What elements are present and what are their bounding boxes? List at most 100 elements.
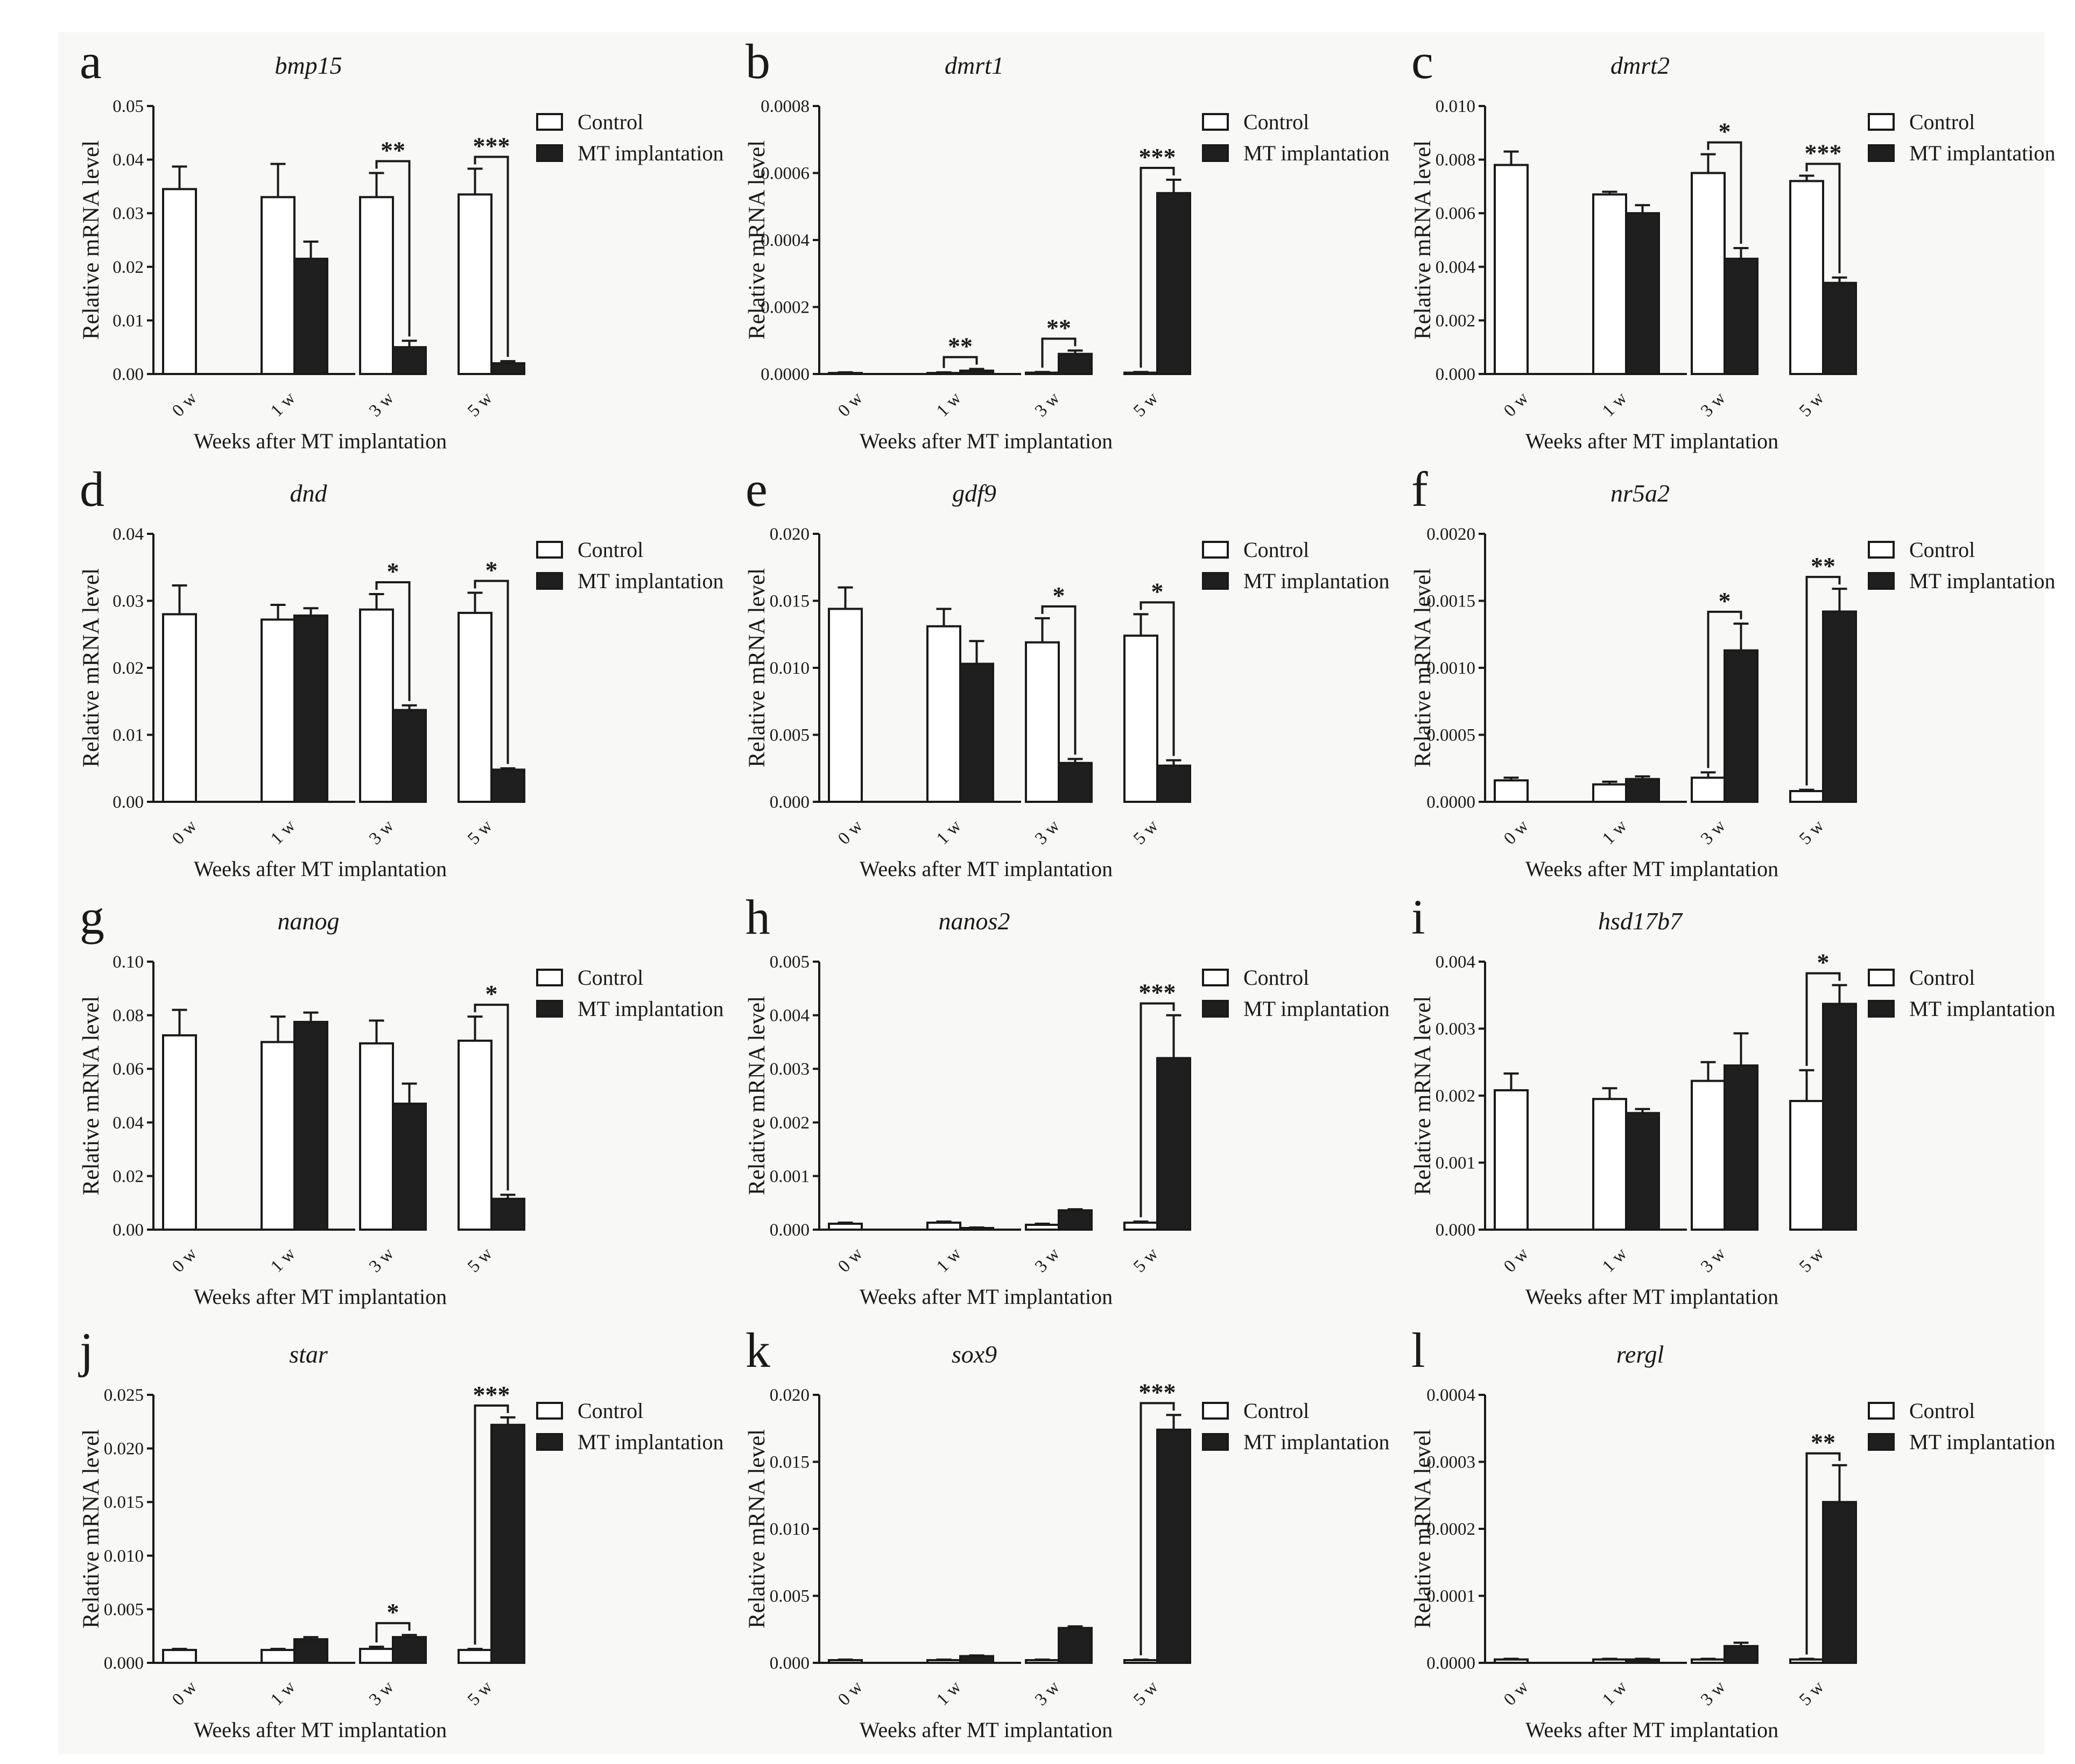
legend-swatch-mt bbox=[1202, 144, 1229, 162]
y-tick-label: 0.000 bbox=[770, 1654, 810, 1673]
y-tick-label: 0.010 bbox=[104, 1547, 144, 1566]
legend-swatch-mt bbox=[1202, 1433, 1229, 1451]
legend-swatch-mt bbox=[1202, 572, 1229, 590]
y-tick-label: 0.003 bbox=[1436, 1020, 1475, 1039]
y-tick-label: 0.010 bbox=[770, 659, 810, 678]
bar-control bbox=[162, 1649, 197, 1664]
legend-swatch-mt bbox=[536, 1433, 563, 1451]
bar-mt bbox=[1724, 1064, 1759, 1231]
bar-control bbox=[1592, 1658, 1627, 1664]
significance-label: ** bbox=[1811, 552, 1835, 580]
bar-mt bbox=[959, 662, 994, 803]
legend-label-mt: MT implantation bbox=[1909, 141, 2055, 165]
x-axis-label: Weeks after MT implantation bbox=[860, 429, 1113, 453]
legend-swatch-control bbox=[536, 113, 563, 131]
x-axis-label: Weeks after MT implantation bbox=[194, 429, 447, 453]
y-tick-label: 0.005 bbox=[770, 726, 810, 745]
y-axis-label: Relative mRNA level bbox=[1410, 1429, 1436, 1628]
significance-label: *** bbox=[1139, 1378, 1176, 1406]
panel-letter: j bbox=[78, 1323, 94, 1378]
bar-control bbox=[359, 1648, 394, 1664]
bar-control bbox=[1494, 164, 1529, 375]
y-tick-label: 0.0006 bbox=[761, 164, 810, 184]
y-axis-label: Relative mRNA level bbox=[79, 1429, 104, 1628]
significance-bracket bbox=[375, 1622, 411, 1643]
y-tick-label: 0.015 bbox=[770, 1453, 810, 1472]
legend-swatch-control bbox=[1202, 541, 1229, 559]
panel-letter: h bbox=[745, 890, 770, 944]
panel-c: c dmrt2 0.000 0.002 0.004 0.006 0.008 0.010 Rela… bbox=[1410, 34, 2055, 453]
y-tick-label: 0.002 bbox=[1436, 311, 1475, 330]
y-axis-label: Relative mRNA level bbox=[1410, 140, 1436, 340]
bar-mt bbox=[1156, 1057, 1191, 1231]
bar-control bbox=[1592, 193, 1627, 375]
x-axis-label: Weeks after MT implantation bbox=[1525, 429, 1778, 453]
significance-bracket bbox=[1707, 141, 1742, 244]
legend-label-mt: MT implantation bbox=[1909, 997, 2055, 1021]
panel-k: k sox9 0.000 0.005 0.010 0.015 0.020 Relative m… bbox=[744, 1323, 1389, 1742]
y-tick-label: 0.005 bbox=[104, 1600, 144, 1619]
bar-mt bbox=[1822, 1003, 1857, 1231]
legend-label-control: Control bbox=[1909, 110, 1975, 134]
panel-g: g nanog 0.00 0.02 0.04 0.06 0.08 0.10 Relative m… bbox=[79, 890, 723, 1309]
legend-label-control: Control bbox=[578, 1399, 643, 1423]
y-tick-label: 0.04 bbox=[112, 525, 144, 544]
gene-title: nanog bbox=[278, 907, 340, 935]
significance-label: * bbox=[387, 558, 399, 585]
legend-label-mt: MT implantation bbox=[1243, 569, 1389, 593]
y-tick-label: 0.020 bbox=[104, 1440, 144, 1459]
bar-control bbox=[359, 196, 394, 375]
panel-h: h nanos2 0.000 0.001 0.002 0.003 0.004 0.005 Rel… bbox=[744, 890, 1389, 1309]
panel-letter: l bbox=[1411, 1323, 1425, 1378]
bar-control bbox=[1025, 1224, 1060, 1231]
bar-control bbox=[828, 608, 863, 803]
y-tick-label: 0.01 bbox=[112, 726, 144, 745]
bar-control bbox=[828, 1223, 863, 1231]
y-axis-label: Relative mRNA level bbox=[79, 996, 104, 1195]
significance-bracket bbox=[474, 580, 509, 764]
legend-swatch-control bbox=[536, 969, 563, 986]
legend-swatch-mt bbox=[1202, 1000, 1229, 1018]
bar-mt bbox=[1058, 1209, 1093, 1231]
gene-title: hsd17b7 bbox=[1598, 907, 1683, 935]
x-axis-label: Weeks after MT implantation bbox=[1525, 857, 1778, 881]
legend-label-mt: MT implantation bbox=[1243, 141, 1389, 165]
bar-mt bbox=[293, 1638, 328, 1664]
significance-bracket bbox=[1805, 1452, 1841, 1655]
panel-e: e gdf9 0.000 0.005 0.010 0.015 0.020 Relative m… bbox=[744, 462, 1389, 881]
bar-control bbox=[1592, 1098, 1627, 1231]
x-axis-label: Weeks after MT implantation bbox=[860, 857, 1113, 881]
legend-label-mt: MT implantation bbox=[1243, 997, 1389, 1021]
y-tick-label: 0.03 bbox=[112, 204, 144, 223]
y-tick-label: 0.002 bbox=[1436, 1086, 1475, 1106]
bar-mt bbox=[1625, 778, 1660, 803]
panel-l: l rergl 0.0000 0.0001 0.0002 0.0003 0.0004 Rela… bbox=[1410, 1323, 2055, 1742]
bar-control bbox=[162, 613, 197, 803]
gene-title: bmp15 bbox=[275, 52, 342, 79]
bar-control bbox=[1691, 1079, 1726, 1231]
gene-title: dmrt2 bbox=[1610, 52, 1670, 79]
bar-mt bbox=[1822, 610, 1857, 803]
y-tick-label: 0.02 bbox=[112, 1167, 144, 1186]
significance-label: *** bbox=[1805, 139, 1842, 166]
significance-bracket bbox=[375, 581, 411, 701]
legend-swatch-control bbox=[536, 1402, 563, 1420]
bar-mt bbox=[1625, 212, 1660, 375]
bar-control bbox=[1691, 1658, 1726, 1664]
bar-mt bbox=[1724, 1645, 1759, 1664]
y-axis-label: Relative mRNA level bbox=[744, 140, 770, 340]
bar-control bbox=[926, 625, 961, 803]
legend-swatch-mt bbox=[536, 1000, 563, 1018]
legend-swatch-control bbox=[1868, 113, 1895, 131]
legend-label-mt: MT implantation bbox=[1909, 569, 2055, 593]
bar-control bbox=[926, 1222, 961, 1231]
significance-bracket bbox=[375, 160, 411, 337]
legend-swatch-control bbox=[1202, 1402, 1229, 1420]
bar-mt bbox=[1822, 1501, 1857, 1664]
x-axis-label: Weeks after MT implantation bbox=[1525, 1718, 1778, 1742]
panels: a bmp15 0.00 0.01 0.02 0.03 0.04 0.05 Relative m… bbox=[78, 34, 2055, 1742]
y-tick-label: 0.010 bbox=[770, 1520, 810, 1539]
significance-bracket bbox=[1140, 1002, 1175, 1218]
bar-mt bbox=[1156, 764, 1191, 803]
